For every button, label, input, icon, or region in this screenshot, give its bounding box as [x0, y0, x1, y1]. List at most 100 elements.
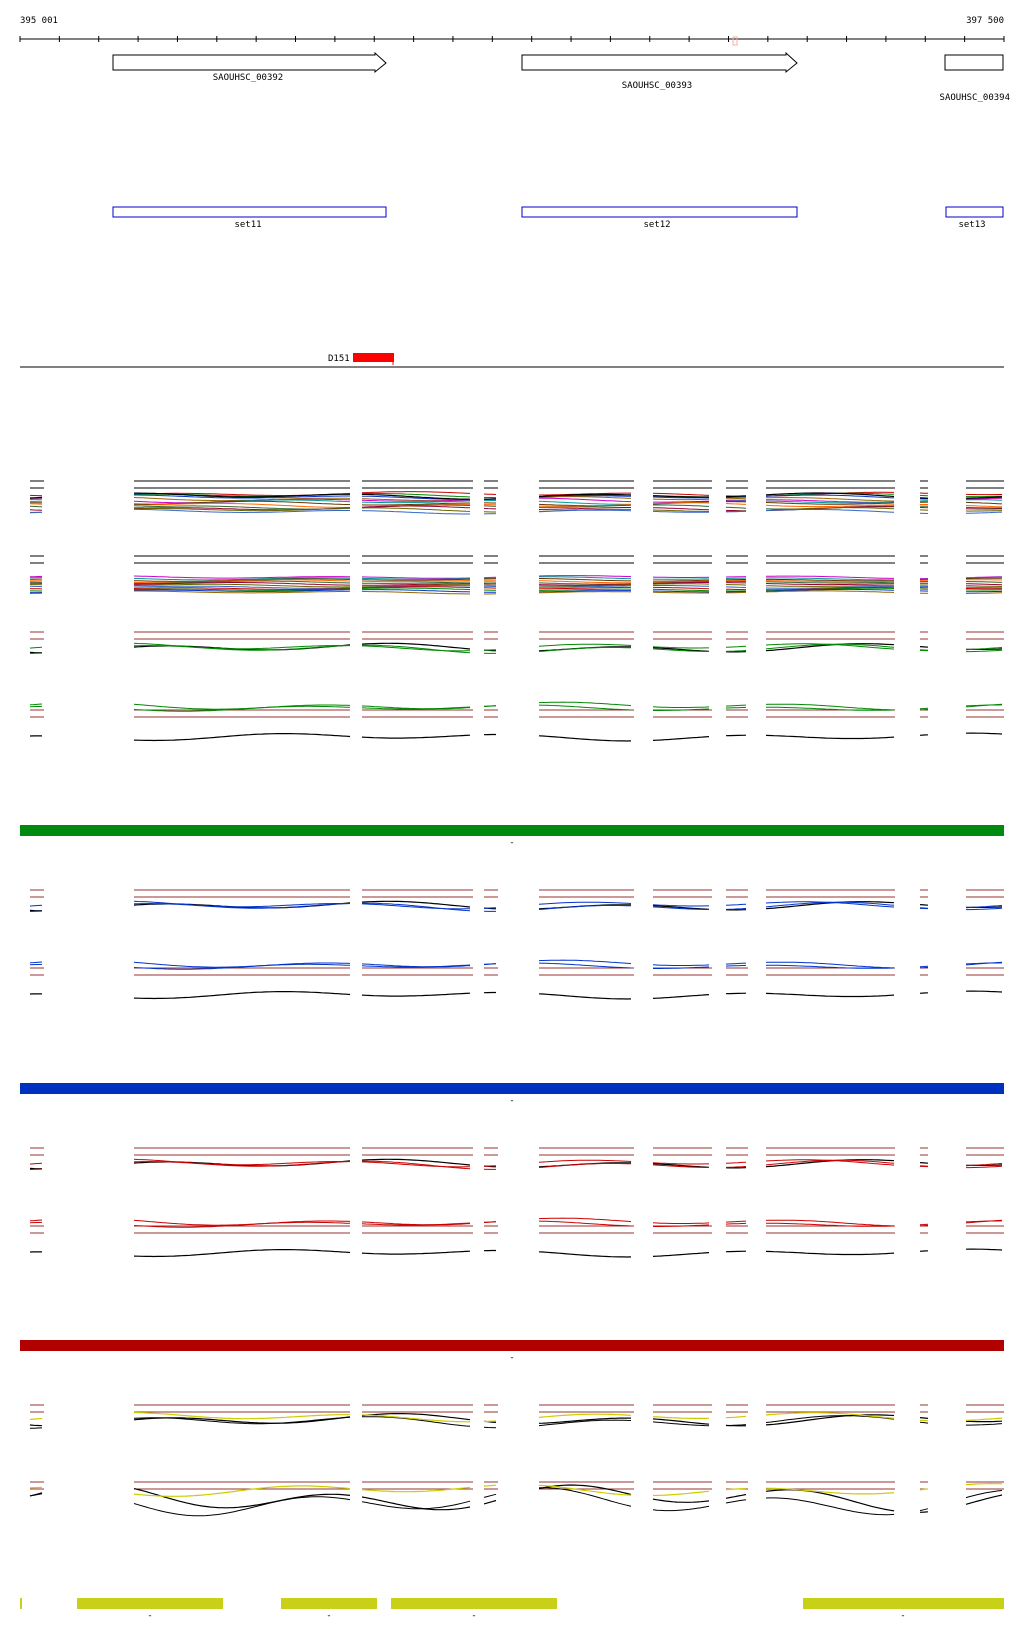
gene-arrow[interactable]: SAOUHSC_00394 — [940, 54, 1010, 103]
feature-block[interactable] — [353, 353, 394, 362]
panel-series — [29, 1493, 43, 1497]
overview-series — [133, 577, 351, 581]
panel-series — [766, 1222, 895, 1227]
overview-series — [725, 499, 747, 501]
section-bar-blue[interactable]: - — [20, 1083, 1004, 1106]
panel-series — [133, 1158, 350, 1166]
panel-series — [538, 1162, 632, 1168]
panel-series — [919, 1511, 929, 1513]
overview-series — [765, 575, 894, 579]
panel-series — [725, 649, 747, 652]
section-bar-red[interactable]: - — [20, 1340, 1004, 1363]
panel-series — [133, 963, 351, 970]
overview-series — [653, 504, 710, 507]
panel-series — [652, 904, 709, 907]
overview-series — [965, 506, 1002, 509]
panel-series — [765, 1489, 895, 1512]
panel-series — [766, 964, 895, 969]
panel-series — [725, 992, 747, 995]
panel-series — [538, 1419, 632, 1427]
panel-series — [361, 1158, 471, 1166]
green-panel — [29, 631, 1004, 742]
overview-series — [361, 493, 471, 498]
section-bar-green[interactable]: - — [20, 825, 1004, 848]
set-box[interactable]: set11 — [112, 206, 387, 230]
panel-series — [133, 1485, 351, 1497]
panel-series — [483, 1420, 497, 1423]
set-box[interactable]: set12 — [521, 206, 798, 230]
overview-series — [539, 588, 631, 591]
panel-series — [538, 735, 632, 742]
ruler-cursor[interactable] — [732, 36, 738, 46]
panel-series — [361, 642, 471, 650]
overview-series — [539, 585, 632, 588]
overview-series — [765, 502, 895, 505]
panel-series — [538, 959, 632, 965]
overview-series — [134, 580, 351, 584]
overview-series — [765, 509, 895, 513]
overview-series — [653, 586, 710, 590]
overview-series — [361, 510, 470, 515]
panel-series — [538, 1417, 631, 1424]
overview-series — [134, 494, 350, 499]
panel-series — [361, 903, 470, 910]
overview-series — [965, 586, 1002, 589]
panel-series — [361, 1414, 470, 1423]
section-bar-segment — [803, 1598, 1004, 1609]
overview-series — [133, 507, 351, 512]
panel-series — [652, 1418, 710, 1425]
section-bar-yellow[interactable]: - - - - — [20, 1598, 1004, 1621]
panel-series — [133, 642, 350, 650]
panel-series — [483, 705, 497, 707]
overview-series — [652, 502, 710, 504]
section-marker: - — [326, 1611, 331, 1621]
overview-series — [538, 507, 631, 510]
panel-series — [652, 1421, 710, 1427]
panel-series — [725, 1493, 747, 1499]
overview-series — [765, 588, 895, 592]
panel-series — [725, 1250, 747, 1253]
panel-series — [538, 1159, 632, 1163]
panel-series — [725, 1161, 747, 1164]
ruler-start-label: 395 001 — [20, 16, 58, 26]
panel-series — [29, 1417, 43, 1420]
panel-series — [765, 1219, 895, 1227]
overview-series — [965, 583, 1003, 586]
red-panel — [29, 1147, 1004, 1258]
gene-track: SAOUHSC_00392 SAOUHSC_00393 SAOUHSC_0039… — [112, 51, 1010, 103]
overview-series — [538, 497, 632, 503]
overview-series — [361, 586, 471, 589]
overview-series — [134, 500, 351, 506]
panel-series — [29, 1162, 43, 1165]
panel-series — [361, 1496, 471, 1511]
section-bar — [20, 825, 1004, 836]
overview-series — [652, 492, 710, 496]
panel-series — [361, 900, 471, 908]
overview-series — [765, 504, 895, 508]
overview-series — [765, 581, 895, 584]
gene-arrow[interactable]: SAOUHSC_00393 — [521, 51, 798, 91]
overview-series — [965, 585, 1003, 587]
panel-series — [652, 964, 710, 966]
set-box-shape — [945, 206, 1004, 218]
panel-series — [538, 962, 632, 969]
panel-series — [725, 1220, 747, 1223]
panel-series — [725, 645, 747, 648]
overview-series — [29, 496, 43, 499]
set-box[interactable]: set13 — [945, 206, 1004, 230]
overview-series — [725, 495, 747, 498]
panel-series — [29, 646, 43, 649]
panel-series — [765, 1412, 895, 1419]
blue-panel — [29, 889, 1004, 1000]
panel-series — [652, 1163, 710, 1168]
overview-series — [133, 588, 351, 591]
panel-series — [765, 643, 895, 650]
gene-arrow[interactable]: SAOUHSC_00392 — [112, 51, 387, 83]
overview-series — [766, 578, 895, 582]
panel-series — [652, 1164, 709, 1168]
overview-series — [765, 584, 895, 587]
panel-series — [653, 966, 710, 969]
panel-series — [965, 962, 1003, 965]
panel-series — [538, 1251, 632, 1258]
